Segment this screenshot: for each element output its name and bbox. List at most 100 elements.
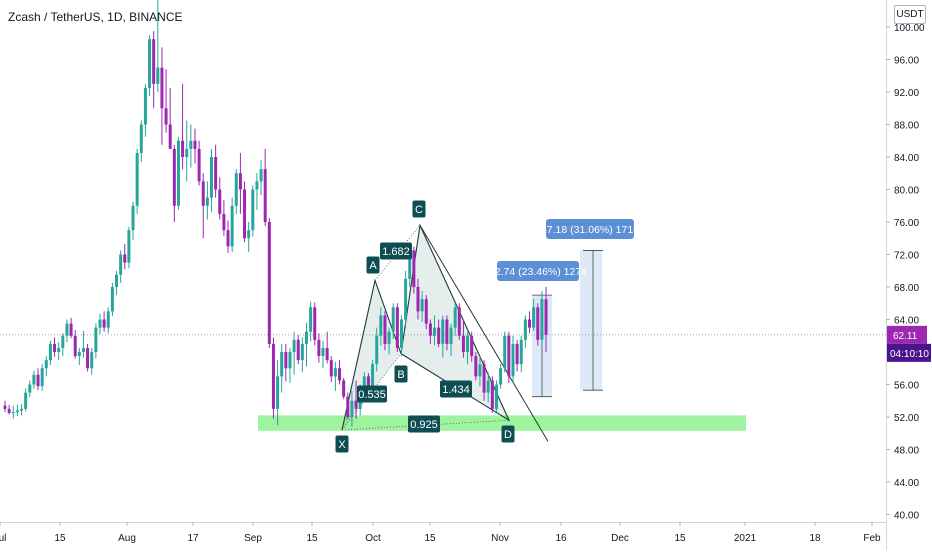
candle-body xyxy=(65,323,69,336)
candle-body xyxy=(511,343,515,377)
candle-body xyxy=(461,335,465,352)
candle-body xyxy=(218,189,222,214)
range-small-label: 12.74 (23.46%) 1274 xyxy=(489,266,587,278)
candle-body xyxy=(32,374,36,385)
candle-body xyxy=(375,335,379,365)
candle-body xyxy=(77,352,81,357)
candle-body xyxy=(428,323,432,336)
candle-body xyxy=(197,148,201,182)
candle-body xyxy=(300,343,304,361)
candle-body xyxy=(251,189,255,231)
candle-body xyxy=(482,364,486,393)
last-price-tag: 62.11 xyxy=(893,331,918,342)
candle-body xyxy=(115,274,119,287)
candle-body xyxy=(540,299,544,340)
candle-body xyxy=(366,376,370,389)
candle-body xyxy=(309,307,313,332)
candle-body xyxy=(86,347,90,369)
candle-body xyxy=(362,376,366,389)
candle-body xyxy=(379,315,383,336)
candle-body xyxy=(201,181,205,206)
candle-body xyxy=(247,230,251,239)
countdown-tag: 04:10:10 xyxy=(890,349,929,360)
candle-body xyxy=(523,319,527,340)
time-tick-label: 15 xyxy=(54,533,66,544)
time-tick-label: 15 xyxy=(306,533,318,544)
candle-body xyxy=(280,352,284,377)
candle-body xyxy=(437,327,441,344)
ratio-xb-label-bg xyxy=(357,385,387,403)
price-tick-label: 84.00 xyxy=(894,153,919,164)
candle-body xyxy=(292,339,296,352)
point-b-label-bg xyxy=(394,365,408,383)
candle-body xyxy=(53,343,57,352)
candle-body xyxy=(276,376,280,409)
candle-body xyxy=(11,412,15,414)
point-b-label: B xyxy=(397,369,404,381)
candle-body xyxy=(210,157,213,198)
point-c-label: C xyxy=(415,204,423,216)
candle-body xyxy=(424,299,428,324)
candle-body xyxy=(329,360,333,377)
candle-body xyxy=(399,319,403,348)
candle-body xyxy=(139,124,143,153)
candle-body xyxy=(387,331,391,344)
price-tick-label: 72.00 xyxy=(894,251,919,262)
candle-body xyxy=(486,380,490,393)
range-large-box xyxy=(580,250,602,391)
price-tick-label: 48.00 xyxy=(894,446,919,457)
ratio-ac-label-bg xyxy=(380,242,412,260)
candle-body xyxy=(263,169,267,222)
last-price-tag-bg xyxy=(887,325,927,344)
ratio-xd-label-bg xyxy=(408,415,440,433)
candle-body xyxy=(172,148,176,206)
point-a-label-bg xyxy=(366,256,380,274)
candle-body xyxy=(40,368,44,387)
point-a-label: A xyxy=(369,260,377,272)
time-tick-label: 18 xyxy=(809,533,821,544)
candle-body xyxy=(544,299,548,335)
candle-body xyxy=(61,335,65,348)
price-tick-label: 88.00 xyxy=(894,121,919,132)
candle-body xyxy=(168,124,172,149)
candle-body xyxy=(73,335,77,357)
candle-body xyxy=(338,368,342,381)
candle-body xyxy=(205,197,209,206)
currency-button[interactable]: USDT xyxy=(894,5,926,24)
candle-body xyxy=(81,347,85,352)
candle-body xyxy=(106,311,110,328)
candle-body xyxy=(499,368,503,385)
candle-body xyxy=(148,39,152,88)
countdown-tag-bg xyxy=(887,343,931,362)
point-x-label-bg xyxy=(335,435,349,453)
candle-body xyxy=(408,250,412,279)
candle-body xyxy=(383,315,387,344)
candle-body xyxy=(449,327,453,344)
candle-body xyxy=(143,87,147,125)
candle-body xyxy=(532,307,536,328)
trendline-cd-extension xyxy=(419,224,549,442)
candle-body xyxy=(98,319,102,328)
candle-body xyxy=(36,374,40,387)
candle-body xyxy=(90,352,94,369)
candle-body xyxy=(346,396,350,417)
point-c-label-bg xyxy=(412,200,426,218)
candle-body xyxy=(284,352,288,369)
time-tick-label: Oct xyxy=(365,533,381,544)
candle-body xyxy=(69,323,73,336)
candle-body xyxy=(57,347,61,352)
candle-body xyxy=(507,335,511,377)
candle-body xyxy=(391,307,395,332)
price-tick-label: 76.00 xyxy=(894,218,919,229)
candle-body xyxy=(160,67,164,109)
candle-body xyxy=(296,339,300,361)
price-tick-label: 56.00 xyxy=(894,381,919,392)
time-tick-label: Sep xyxy=(244,533,262,544)
candle-body xyxy=(453,307,457,328)
candle-body xyxy=(48,343,52,361)
candle-body xyxy=(494,384,498,409)
ratio-xb-label: 0.535 xyxy=(358,389,386,401)
ratio-bd-label: 1.434 xyxy=(442,384,470,396)
